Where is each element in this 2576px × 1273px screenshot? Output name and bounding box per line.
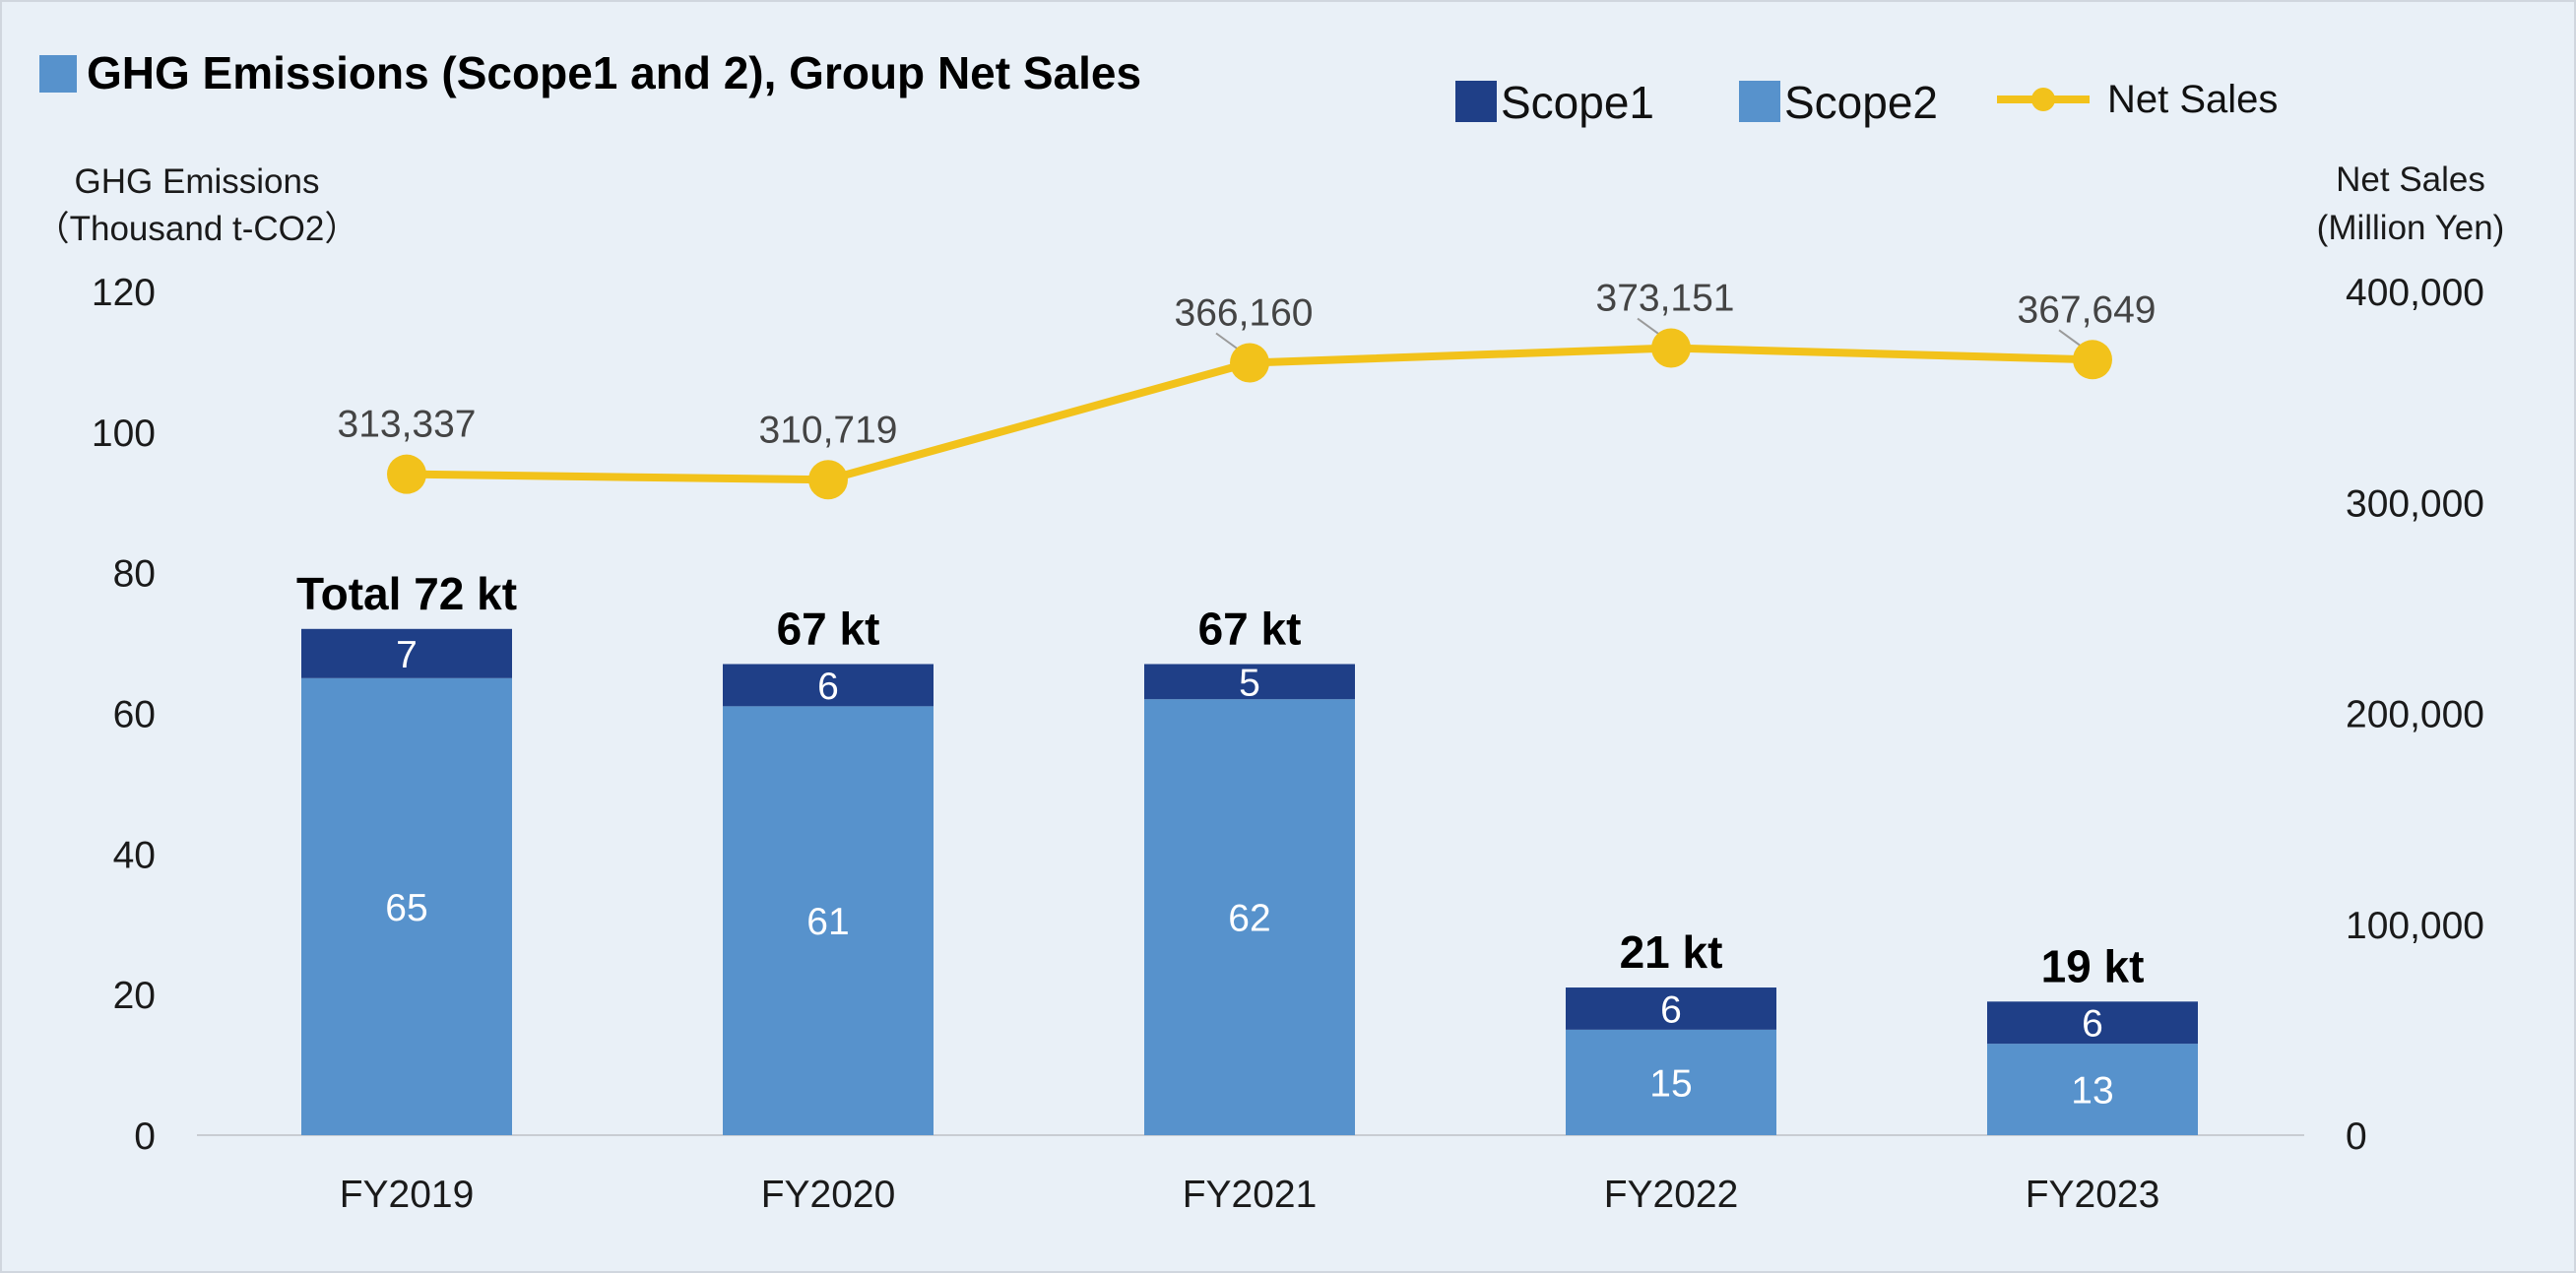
- right-tick-label-0: 0: [2346, 1115, 2367, 1158]
- net-sales-point-fy2020: [808, 460, 848, 500]
- net-sales-leader-fy2022: [1637, 317, 1660, 336]
- category-label-fy2023: FY2023: [2026, 1174, 2160, 1216]
- right-axis-title-line2: (Million Yen): [2317, 209, 2505, 247]
- scope2-value-label-fy2023: 13: [2071, 1070, 2113, 1113]
- right-axis-title-line1: Net Sales: [2336, 160, 2485, 199]
- total-value: 67 kt: [1198, 604, 1302, 655]
- right-axis-ticks: 0 100,000 200,000 300,000 400,000: [2346, 272, 2484, 1158]
- left-axis-title-line1: GHG Emissions: [75, 162, 320, 201]
- scope1-bar-fy2022: [1566, 987, 1776, 1030]
- left-axis-title-line2: （Thousand t-CO2）: [35, 210, 359, 248]
- scope2-bar-fy2022: [1566, 1029, 1776, 1135]
- total-label-fy2020: 67 kt: [777, 604, 880, 655]
- left-tick-label-4: 80: [113, 553, 156, 596]
- legend: Scope1 Scope2 Net Sales: [1455, 77, 2278, 128]
- scope1-value-label-fy2023: 6: [2082, 1003, 2103, 1046]
- total-value: 19 kt: [2041, 940, 2145, 991]
- net-sales-value-label-fy2023: 367,649: [2018, 288, 2157, 331]
- net-sales-leader-fy2023: [2058, 329, 2082, 348]
- scope1-value-label-fy2021: 5: [1239, 662, 1260, 704]
- total-value: 21 kt: [1620, 926, 1723, 978]
- total-label-fy2021: 67 kt: [1198, 604, 1302, 655]
- left-tick-label-1: 20: [113, 975, 156, 1017]
- category-label-fy2021: FY2021: [1183, 1174, 1318, 1216]
- left-tick-label-3: 60: [113, 694, 156, 736]
- legend-swatch-scope1: [1455, 81, 1497, 122]
- scope1-bar-fy2021: [1144, 664, 1355, 700]
- category-label-fy2020: FY2020: [761, 1174, 896, 1216]
- scope2-bar-fy2021: [1144, 699, 1355, 1135]
- chart-title: GHG Emissions (Scope1 and 2), Group Net …: [87, 47, 1141, 98]
- scope2-value-label-fy2019: 65: [385, 887, 427, 929]
- category-labels: FY2019 FY2020 FY2021 FY2022 FY2023: [340, 1174, 2160, 1216]
- scope2-value-label-fy2021: 62: [1228, 898, 1270, 940]
- left-tick-label-5: 100: [92, 413, 156, 455]
- scope2-value-label-fy2022: 15: [1649, 1062, 1692, 1105]
- bar-data-labels: 65 7 61 6 62 5 15 6 13 6: [385, 634, 2113, 1113]
- net-sales-point-fy2023: [2073, 340, 2112, 380]
- title-marker: [39, 55, 77, 93]
- legend-label-net-sales: Net Sales: [2107, 78, 2278, 121]
- scope2-bar-fy2023: [1987, 1044, 2198, 1135]
- net-sales-value-label-fy2020: 310,719: [759, 409, 898, 451]
- net-sales-value-label-fy2021: 366,160: [1175, 292, 1314, 335]
- total-labels: Total 72 kt 67 kt 67 kt 21 kt 19 kt: [296, 568, 2144, 992]
- total-value: 67 kt: [777, 604, 880, 655]
- scope1-value-label-fy2020: 6: [817, 666, 839, 708]
- total-value: 72 kt: [414, 568, 517, 619]
- net-sales-value-label-fy2019: 313,337: [338, 404, 477, 446]
- left-axis-ticks: 0 20 40 60 80 100 120: [92, 272, 156, 1158]
- scope1-bar-fy2023: [1987, 1001, 2198, 1045]
- net-sales-labels: 313,337 310,719 366,160 373,151 367,649: [338, 278, 2157, 452]
- net-sales-series: [387, 317, 2112, 500]
- scope1-value-label-fy2022: 6: [1660, 988, 1682, 1031]
- scope2-bar-fy2020: [723, 706, 934, 1135]
- scope2-value-label-fy2020: 61: [806, 901, 849, 943]
- right-tick-label-1: 100,000: [2346, 905, 2484, 947]
- net-sales-point-fy2022: [1651, 328, 1691, 368]
- right-tick-label-4: 400,000: [2346, 272, 2484, 314]
- total-label-fy2019: Total 72 kt: [296, 568, 517, 619]
- left-tick-label-2: 40: [113, 834, 156, 876]
- legend-swatch-scope2: [1739, 81, 1780, 122]
- scope1-bar-fy2020: [723, 664, 934, 707]
- net-sales-leader-fy2021: [1215, 332, 1239, 350]
- scope1-bar-fy2019: [301, 628, 512, 678]
- right-tick-label-3: 300,000: [2346, 482, 2484, 525]
- legend-marker-net-sales: [2031, 88, 2055, 111]
- left-tick-label-6: 120: [92, 272, 156, 314]
- scope1-value-label-fy2019: 7: [396, 634, 418, 676]
- category-label-fy2022: FY2022: [1604, 1174, 1739, 1216]
- category-label-fy2019: FY2019: [340, 1174, 475, 1216]
- total-prefix: Total: [296, 568, 414, 619]
- legend-label-scope2: Scope2: [1784, 77, 1938, 128]
- net-sales-point-fy2019: [387, 454, 426, 494]
- net-sales-value-label-fy2022: 373,151: [1596, 278, 1735, 320]
- total-label-fy2023: 19 kt: [2041, 940, 2145, 991]
- scope2-bar-fy2019: [301, 677, 512, 1135]
- legend-label-scope1: Scope1: [1501, 77, 1654, 128]
- bar-series: [301, 628, 2198, 1135]
- total-label-fy2022: 21 kt: [1620, 926, 1723, 978]
- net-sales-point-fy2021: [1230, 343, 1269, 383]
- left-tick-label-0: 0: [134, 1115, 156, 1158]
- right-tick-label-2: 200,000: [2346, 694, 2484, 736]
